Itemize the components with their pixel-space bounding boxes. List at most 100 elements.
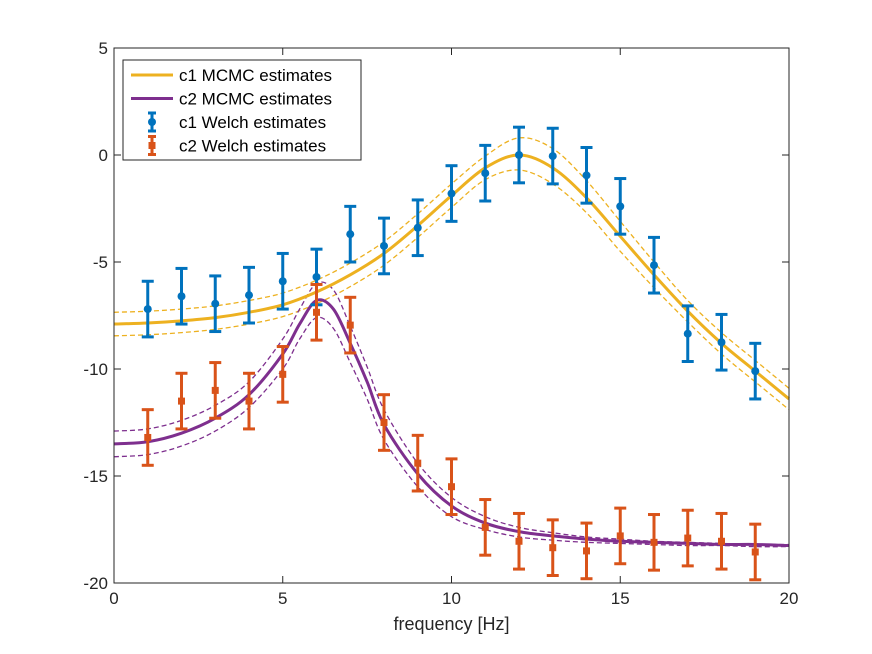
c2_welch-point [648,513,660,572]
c2_welch-point [243,371,255,431]
c1_welch-marker [751,367,760,376]
c2_welch-marker [313,308,320,316]
c2_welch-marker [718,537,725,545]
legend-label: c1 Welch estimates [179,113,326,132]
y-tick-label: 0 [99,146,108,165]
c2_welch-marker [583,547,590,555]
c1_welch-marker [245,291,253,300]
x-tick-label: 20 [780,589,799,608]
c1_welch-marker [481,169,490,178]
welch-errorbars [141,125,762,582]
legend-label: c1 MCMC estimates [179,66,332,85]
c1_welch-marker [582,171,591,180]
c2_welch-point [580,521,593,581]
c2_welch-marker [346,321,354,329]
c1_welch-marker [413,223,422,232]
c2_welch-point [344,295,357,355]
legend-item-c1_welch: c1 Welch estimates [148,111,326,133]
legend-marker [148,142,156,149]
c1_welch-marker [515,151,523,159]
c2_welch-point [513,511,525,571]
c1_welch-marker [278,277,287,286]
c2_welch-marker [751,548,759,556]
c2_welch-point [411,433,424,493]
c2_welch-marker [245,397,253,405]
c1_welch-marker [211,299,220,308]
c2_welch-point [715,511,728,571]
c2_welch-marker [481,523,489,531]
c1_welch-marker [548,152,557,161]
c1_welch-point [344,204,357,264]
c1_welch-point [513,125,525,185]
c2_welch-marker [414,459,422,467]
c1_welch-point [580,146,593,205]
legend-label: c2 MCMC estimates [179,90,332,109]
legend-item-c1_mcmc: c1 MCMC estimates [131,66,332,85]
c2_welch-marker [684,534,692,542]
c2_welch-marker [380,419,388,426]
c1_welch-marker [616,202,625,211]
y-tick-label: -20 [83,574,108,593]
x-tick-label: 10 [442,589,461,608]
legend-box [122,59,362,161]
c1_welch-point [715,312,728,372]
c2_welch-point [749,522,762,582]
legend: c1 MCMC estimates c2 MCMC estimates c1 Wel… [122,59,362,161]
c1_welch-point [614,177,627,236]
c2_welch-marker [616,532,624,540]
c1_welch-marker [312,272,321,281]
c2_welch-point [546,518,559,578]
c2_welch-marker [178,397,185,405]
c2_welch-point [175,371,188,431]
c2_welch-point [276,345,289,404]
c2_welch-point [479,498,492,557]
c1_welch-point [479,143,492,203]
c1_welch-marker [143,305,152,314]
c2_welch-marker [650,538,658,546]
c1_welch-point [209,274,222,334]
c1_welch-point [411,198,424,258]
c2_welch-marker [144,433,152,441]
x-axis-label: frequency [Hz] [393,614,509,634]
legend-label: c2 Welch estimates [179,137,326,156]
c1_welch-point [175,266,188,326]
c2_welch-marker [279,370,287,378]
c1_welch-marker [380,241,388,250]
c1_welch-point [445,164,458,223]
legend-marker [148,118,156,126]
c1_welch-marker [447,189,456,198]
c1_welch-point [546,126,559,186]
c1_mcmc-lower-bound [113,169,790,411]
c2_welch-marker [211,386,219,394]
c2_mcmc-upper-bound [113,281,790,546]
c1_welch-marker [346,230,355,239]
c2_welch-point [310,282,323,342]
c1_welch-marker [177,292,186,301]
c2_welch-point [209,361,222,420]
c2_welch-point [141,408,154,467]
c2_welch-point [378,393,390,452]
c2_welch-point [681,508,694,568]
c2_welch-marker [448,483,455,491]
legend-item-c2_mcmc: c2 MCMC estimates [131,90,332,109]
c2_welch-marker [515,537,523,545]
c1_welch-point [276,251,289,311]
y-tick-label: -5 [93,253,108,272]
c1_welch-point [749,341,762,401]
x-tick-label: 15 [611,589,630,608]
c2_welch-marker [549,544,557,552]
c1_welch-point [648,235,660,295]
c1_welch-point [141,279,154,339]
ticks: 0 5 10 15 20 -20 -15 -10 -5 0 5 [83,39,798,608]
c1_welch-marker [650,261,658,270]
y-tick-label: -10 [83,360,108,379]
y-tick-label: -15 [83,467,108,486]
y-tick-label: 5 [99,39,108,58]
legend-item-c2_welch: c2 Welch estimates [148,135,326,156]
c1_welch-point [378,216,390,276]
x-tick-label: 5 [278,589,287,608]
c2_welch-point [445,457,458,517]
c1_mcmc-upper-bound [113,137,790,389]
c1_welch-marker [683,329,692,338]
